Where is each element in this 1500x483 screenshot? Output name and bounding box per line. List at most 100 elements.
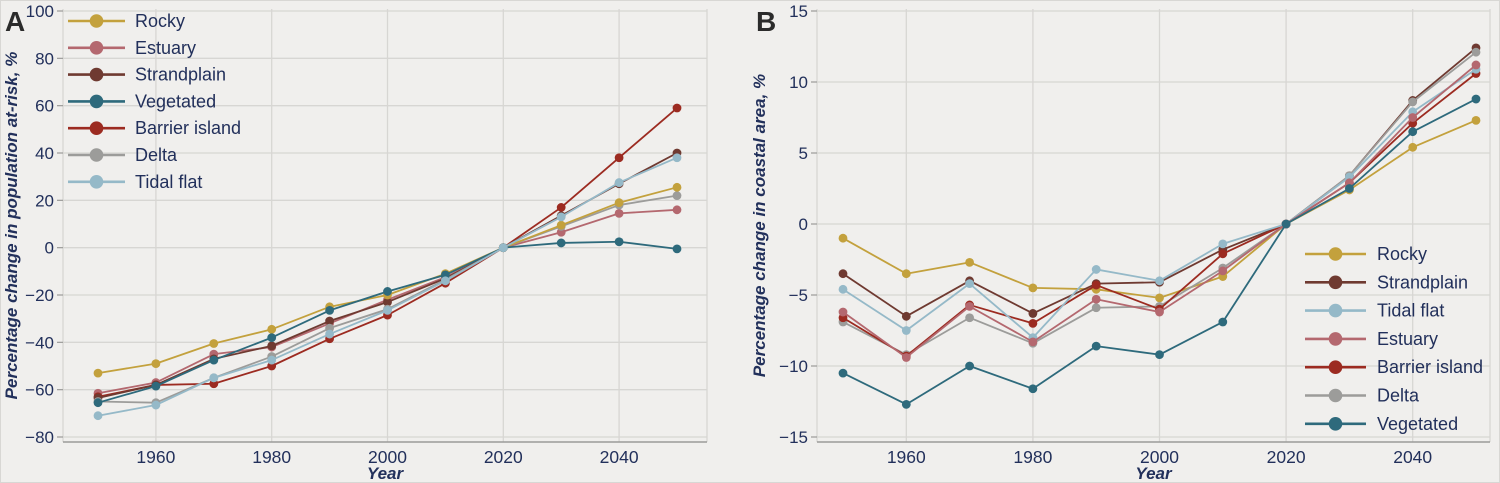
population-at-risk-chart: 100 80 60 40 20 0 −20 −40 −60 −80 1960 1980 2000 2020… <box>2 2 708 482</box>
data-point <box>209 373 219 383</box>
data-point <box>267 355 277 365</box>
legend-marker <box>1328 247 1343 261</box>
data-point <box>901 399 911 409</box>
legend-item-delta: Delta <box>68 145 178 165</box>
series-estuary <box>838 60 1481 362</box>
x-tick-label: 1980 <box>252 447 291 467</box>
series-tidal-flat <box>93 153 682 421</box>
legend-item-strandplain: Strandplain <box>1305 272 1468 292</box>
data-point <box>838 368 848 378</box>
x-tick-label: 2040 <box>600 447 639 467</box>
data-point <box>209 339 219 348</box>
legend-item-delta: Delta <box>1305 386 1420 406</box>
legend-marker <box>1328 388 1343 403</box>
legend-label: Tidal flat <box>1377 301 1444 321</box>
data-point <box>556 238 566 248</box>
data-point <box>383 287 392 296</box>
data-point <box>1028 283 1038 293</box>
data-point <box>672 103 682 113</box>
data-point <box>1408 127 1418 137</box>
y-tick-label: −80 <box>25 428 54 447</box>
y-axis-label: Percentage change in coastal area, % <box>750 74 769 377</box>
y-tick-label: −5 <box>789 286 808 305</box>
data-point <box>383 297 392 307</box>
legend-item-tidal-flat: Tidal flat <box>68 172 202 192</box>
legend-label: Vegetated <box>135 91 216 111</box>
data-point <box>672 153 682 163</box>
y-tick-label: 5 <box>799 144 808 163</box>
data-point <box>556 203 566 212</box>
data-point <box>1408 97 1418 107</box>
legend-marker <box>89 41 104 55</box>
legend-marker <box>89 121 104 135</box>
y-tick-label: −15 <box>779 428 808 447</box>
data-point <box>441 276 450 286</box>
legend-marker <box>1328 360 1343 375</box>
data-point <box>901 326 911 335</box>
data-point <box>965 313 974 323</box>
data-point <box>965 361 974 371</box>
data-point <box>1471 94 1481 104</box>
legend: Rocky Estuary Strandplain Vegetated Barrier … <box>68 11 241 192</box>
data-point <box>1345 184 1354 193</box>
x-tick-label: 2040 <box>1393 447 1432 467</box>
data-point <box>614 153 624 163</box>
data-point <box>838 284 848 294</box>
data-point <box>1408 142 1418 152</box>
x-tick-label: 2020 <box>1267 447 1306 467</box>
panel-a: 100 80 60 40 20 0 −20 −40 −60 −80 1960 1980 2000 2020… <box>1 1 751 482</box>
data-point <box>1155 293 1164 303</box>
data-point <box>325 329 334 339</box>
data-point <box>614 208 624 218</box>
y-tick-label: −20 <box>25 286 54 305</box>
legend-item-vegetated: Vegetated <box>1305 414 1458 434</box>
data-point <box>838 307 848 317</box>
legend-label: Estuary <box>1377 329 1438 349</box>
data-point <box>1028 319 1038 328</box>
y-tick-label: 0 <box>799 215 808 234</box>
data-point <box>498 243 508 253</box>
panel-b: 15 10 5 0 −5 −10 −15 1960 1980 2000 2020 2040 Rocky S… <box>749 1 1499 482</box>
data-point <box>1091 265 1101 274</box>
data-point <box>1028 384 1038 394</box>
data-point <box>614 198 624 208</box>
data-point <box>838 233 848 243</box>
data-point <box>614 178 624 187</box>
data-point <box>901 269 911 279</box>
y-tick-label: 0 <box>45 239 54 258</box>
x-tick-label: 2020 <box>484 447 523 467</box>
panel-letter: A <box>5 6 25 37</box>
legend-label: Barrier island <box>135 118 241 138</box>
data-point <box>1091 303 1101 313</box>
legend-label: Barrier island <box>1377 357 1483 377</box>
legend-label: Rocky <box>135 11 185 31</box>
data-point <box>1408 113 1418 122</box>
data-point <box>325 305 334 315</box>
legend-marker <box>1328 332 1343 346</box>
legend-item-rocky: Rocky <box>1305 244 1427 264</box>
data-point <box>267 333 277 342</box>
data-point <box>965 301 974 311</box>
legend: Rocky Strandplain Tidal flat Estuary Barrier… <box>1305 244 1483 434</box>
data-point <box>1218 317 1228 327</box>
data-point <box>1281 219 1291 229</box>
data-point <box>383 305 392 315</box>
x-tick-label: 1960 <box>136 447 175 467</box>
data-point <box>151 381 161 391</box>
y-tick-label: 40 <box>35 144 54 163</box>
data-point <box>151 400 161 410</box>
data-point <box>267 341 277 351</box>
x-axis-label: Year <box>1135 464 1173 482</box>
legend-marker <box>89 148 104 162</box>
data-point <box>1471 47 1481 57</box>
y-tick-label: −60 <box>25 381 54 400</box>
series-rocky <box>838 115 1481 303</box>
coastal-area-chart: 15 10 5 0 −5 −10 −15 1960 1980 2000 2020 2040 Rocky S… <box>750 2 1491 482</box>
legend-marker <box>1328 303 1343 318</box>
legend-label: Strandplain <box>135 65 226 85</box>
data-point <box>1028 337 1038 347</box>
legend-label: Delta <box>1377 386 1420 406</box>
legend-label: Strandplain <box>1377 272 1468 292</box>
data-point <box>1091 341 1101 351</box>
